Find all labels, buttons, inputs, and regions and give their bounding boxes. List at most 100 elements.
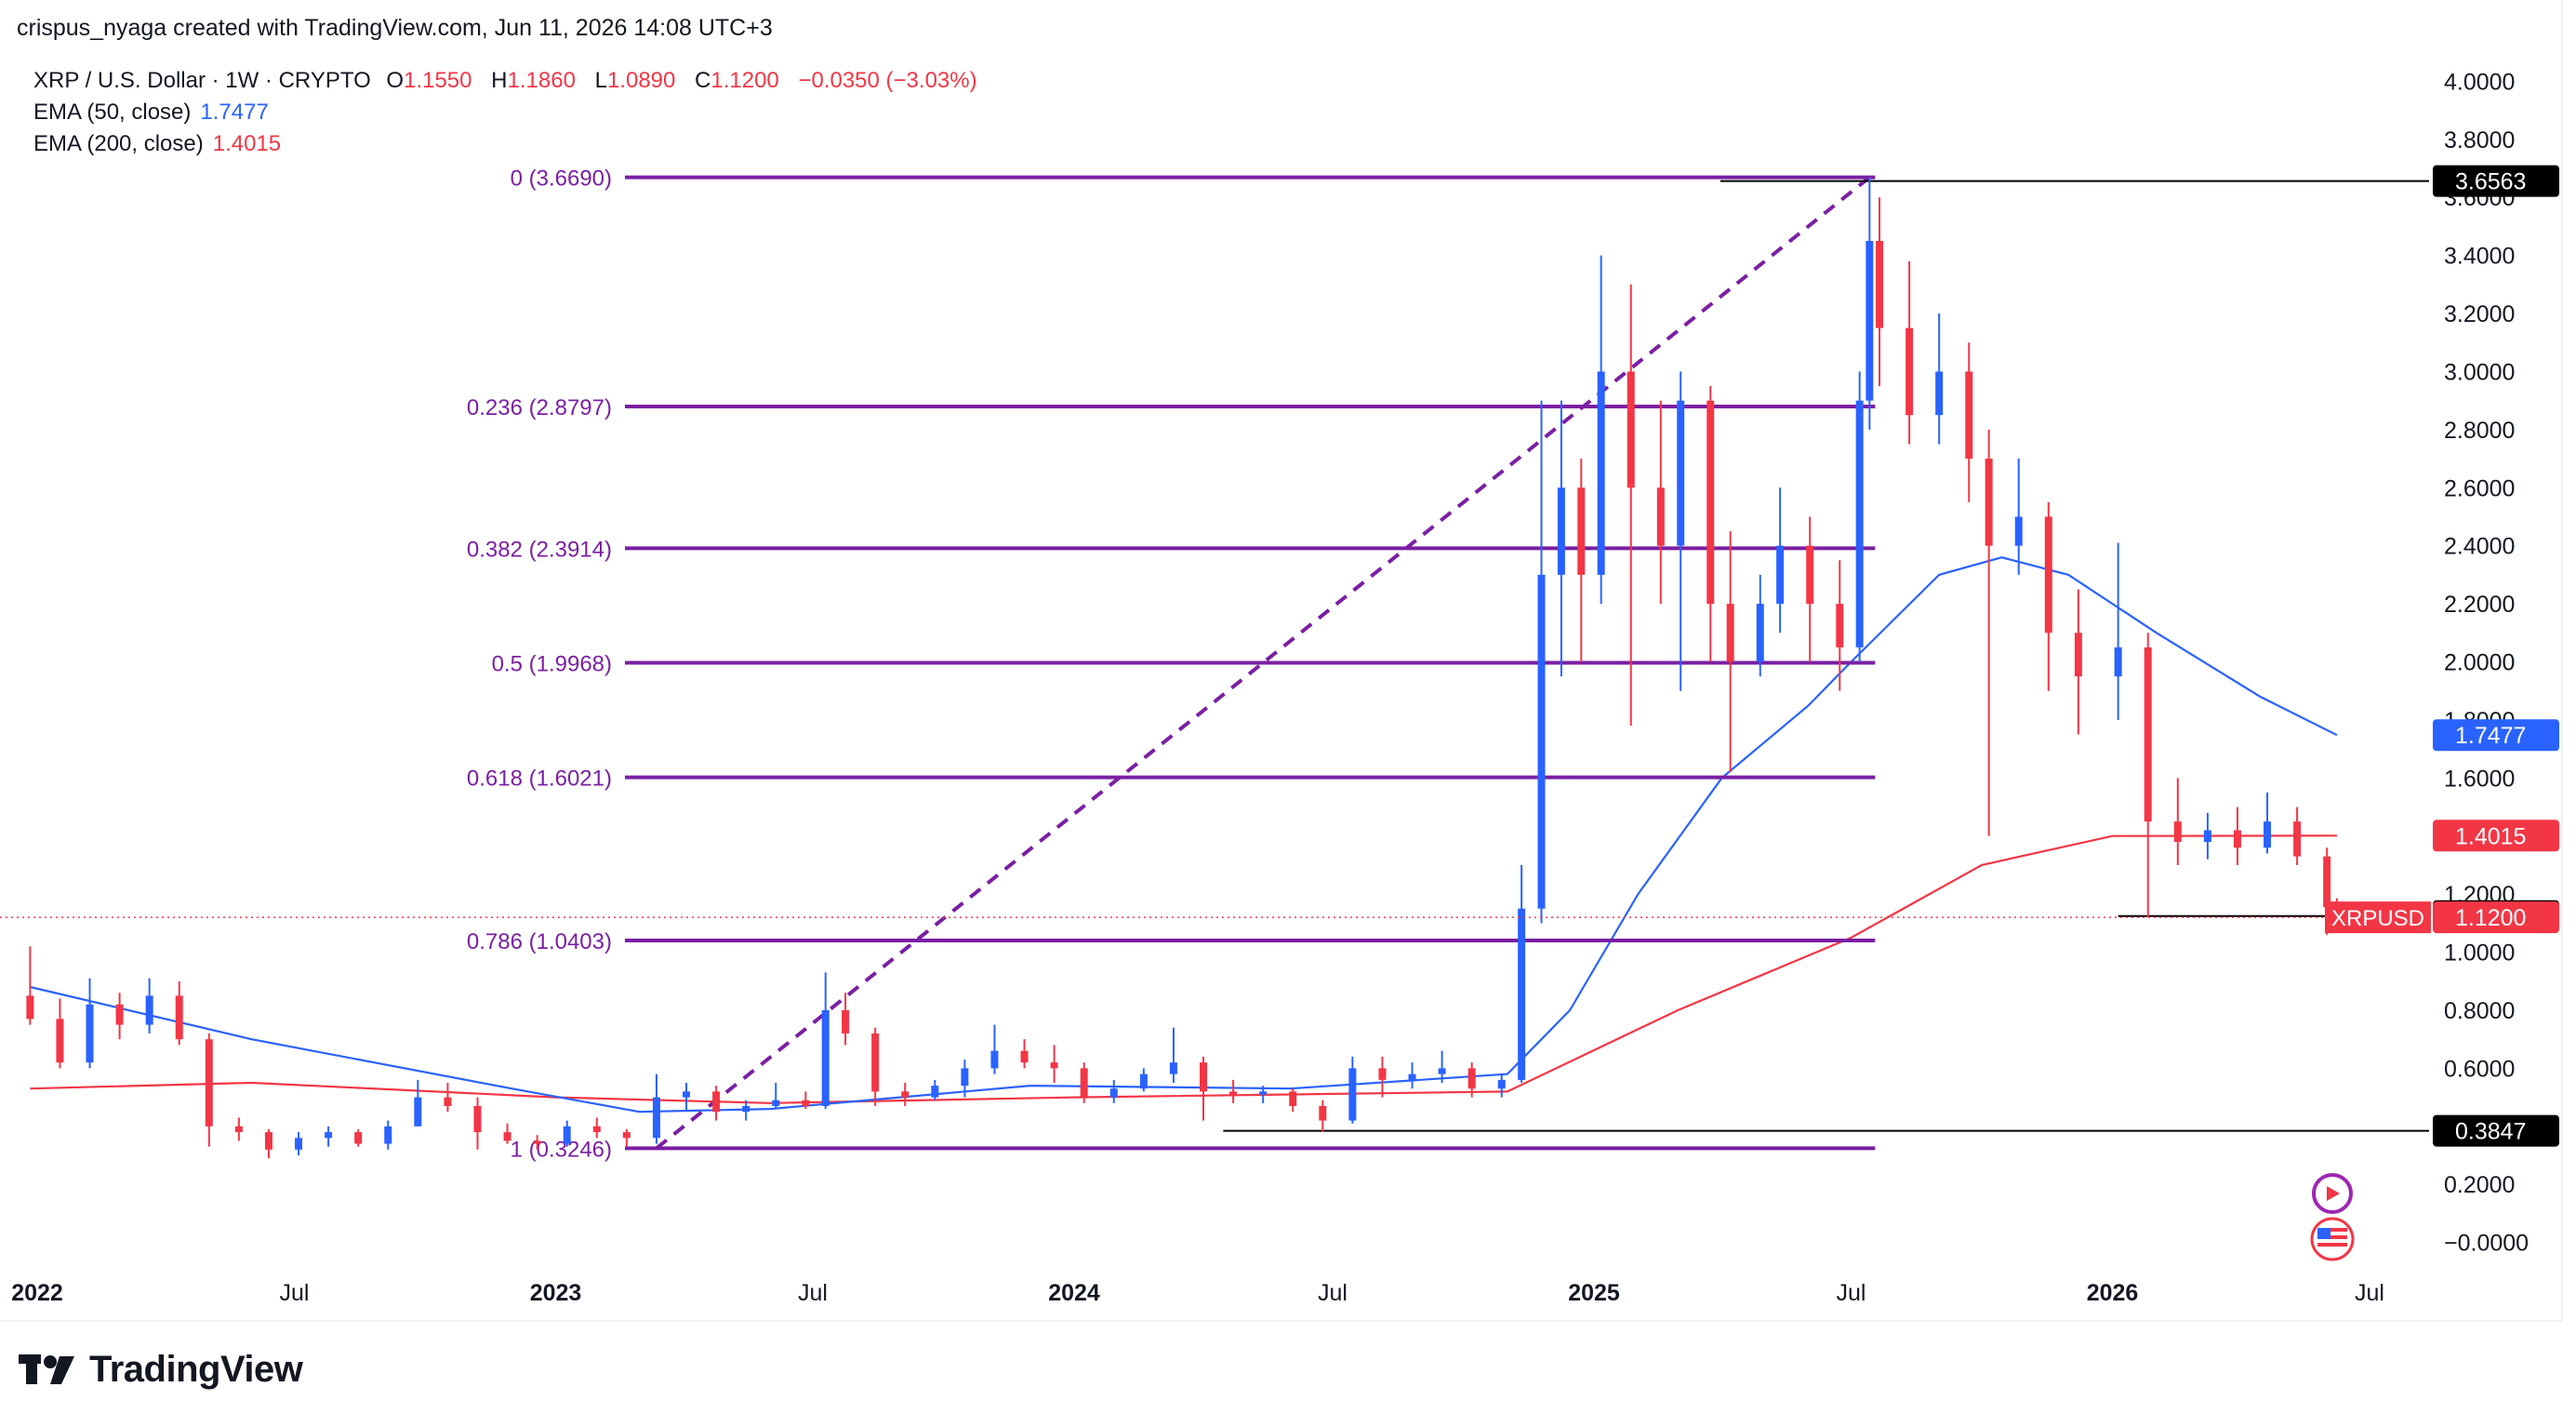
candle[interactable] [1876, 197, 1884, 387]
legend-ema50-row[interactable]: EMA (50, close) 1.7477 [33, 97, 990, 128]
candle[interactable] [1080, 1062, 1088, 1103]
candle[interactable] [1259, 1086, 1268, 1103]
candle[interactable] [175, 980, 183, 1046]
candle[interactable] [354, 1128, 363, 1147]
candle[interactable] [1289, 1088, 1297, 1113]
candle[interactable] [871, 1027, 880, 1106]
candle[interactable] [1408, 1062, 1416, 1089]
candle[interactable] [901, 1083, 910, 1106]
candle[interactable] [622, 1128, 631, 1147]
price-tag[interactable]: 1.4015 [2433, 820, 2559, 852]
tradingview-logo[interactable]: TradingView [19, 1349, 303, 1391]
candle[interactable] [1378, 1056, 1387, 1098]
fib-trend-line[interactable] [655, 176, 1871, 1150]
candle[interactable] [1229, 1079, 1238, 1103]
candle[interactable] [295, 1132, 303, 1156]
candle[interactable] [1109, 1079, 1118, 1103]
replay-icon[interactable] [2312, 1173, 2353, 1214]
candle[interactable] [1537, 400, 1546, 924]
candle[interactable] [2014, 459, 2023, 575]
candle[interactable] [1169, 1027, 1177, 1083]
candle[interactable] [821, 972, 830, 1110]
candle[interactable] [1139, 1068, 1148, 1092]
candle[interactable] [325, 1126, 333, 1147]
candle[interactable] [1319, 1100, 1327, 1133]
candle[interactable] [1438, 1050, 1446, 1083]
candle[interactable] [1836, 560, 1844, 691]
legend-ema200-row[interactable]: EMA (200, close) 1.4015 [33, 128, 990, 160]
candle[interactable] [2144, 633, 2152, 918]
candle[interactable] [1806, 516, 1814, 662]
candle[interactable] [652, 1074, 660, 1144]
candle[interactable] [563, 1120, 571, 1147]
candle[interactable] [2293, 807, 2302, 865]
candle[interactable] [1776, 487, 1785, 633]
candle[interactable] [115, 993, 124, 1040]
candle[interactable] [2173, 778, 2182, 865]
candle[interactable] [414, 1079, 422, 1127]
candle[interactable] [1577, 459, 1586, 662]
ema200-line[interactable] [30, 834, 2337, 1104]
price-tag[interactable]: 3.6563 [2433, 165, 2559, 197]
candle[interactable] [1965, 342, 1973, 502]
candle[interactable] [1467, 1062, 1476, 1098]
candle[interactable] [1050, 1045, 1058, 1083]
candle[interactable] [1855, 371, 1864, 662]
us-flag-icon[interactable] [2310, 1217, 2355, 1261]
ema50-line[interactable] [30, 556, 2338, 1114]
candle[interactable] [2233, 807, 2241, 865]
candle[interactable] [1497, 1074, 1506, 1098]
candle[interactable] [2114, 542, 2122, 720]
candle[interactable] [1706, 386, 1715, 662]
candle[interactable] [1656, 400, 1665, 605]
candle[interactable] [1348, 1056, 1357, 1124]
candle[interactable] [2203, 812, 2211, 860]
candle[interactable] [384, 1120, 392, 1150]
candle[interactable] [234, 1117, 243, 1141]
candle[interactable] [1905, 260, 1914, 445]
price-tag[interactable]: 1.7477 [2433, 719, 2559, 752]
candle[interactable] [683, 1083, 691, 1113]
candle[interactable] [56, 998, 64, 1069]
candle[interactable] [1557, 400, 1565, 677]
candle[interactable] [592, 1117, 601, 1139]
candle[interactable] [264, 1128, 272, 1159]
candle[interactable] [1985, 429, 1993, 836]
candle[interactable] [842, 993, 850, 1046]
candle[interactable] [2044, 501, 2052, 691]
candle[interactable] [1726, 531, 1734, 773]
candle[interactable] [1677, 371, 1685, 691]
candle[interactable] [145, 978, 153, 1034]
candle[interactable] [1518, 864, 1526, 1083]
candle[interactable] [205, 1033, 213, 1147]
candle[interactable] [931, 1079, 939, 1100]
candle[interactable] [444, 1083, 452, 1113]
legend-symbol[interactable]: XRP / U.S. Dollar · 1W · CRYPTO [33, 68, 371, 93]
candle[interactable] [533, 1135, 541, 1150]
candle[interactable] [1020, 1039, 1029, 1069]
candle[interactable] [1200, 1056, 1207, 1121]
price-tag[interactable]: 0.3847 [2433, 1114, 2559, 1147]
candle[interactable] [712, 1086, 721, 1121]
price-axis[interactable]: 4.00003.80003.60003.40003.20003.00002.80… [2444, 69, 2529, 1256]
candle[interactable] [742, 1100, 750, 1121]
candle[interactable] [1935, 313, 1944, 445]
candle[interactable] [26, 946, 34, 1025]
candle[interactable] [772, 1083, 780, 1110]
candle[interactable] [1627, 284, 1635, 727]
candle[interactable] [1756, 574, 1764, 677]
candle[interactable] [990, 1024, 999, 1074]
candle[interactable] [2074, 589, 2082, 735]
candle[interactable] [503, 1123, 511, 1144]
candle[interactable] [86, 978, 94, 1069]
candle[interactable] [961, 1060, 969, 1098]
candle[interactable] [473, 1097, 482, 1150]
candle[interactable] [802, 1091, 810, 1110]
candle[interactable] [1866, 177, 1874, 430]
price-tag[interactable]: 1.1200 [2433, 901, 2559, 934]
symbol-tag[interactable]: XRPUSD [2325, 901, 2431, 934]
time-axis[interactable]: 2022 Jul 2023 Jul 2024 Jul 2025 Jul 2026 Jul [11, 1280, 2384, 1306]
candle[interactable] [1597, 255, 1605, 605]
candle[interactable] [2264, 792, 2272, 854]
